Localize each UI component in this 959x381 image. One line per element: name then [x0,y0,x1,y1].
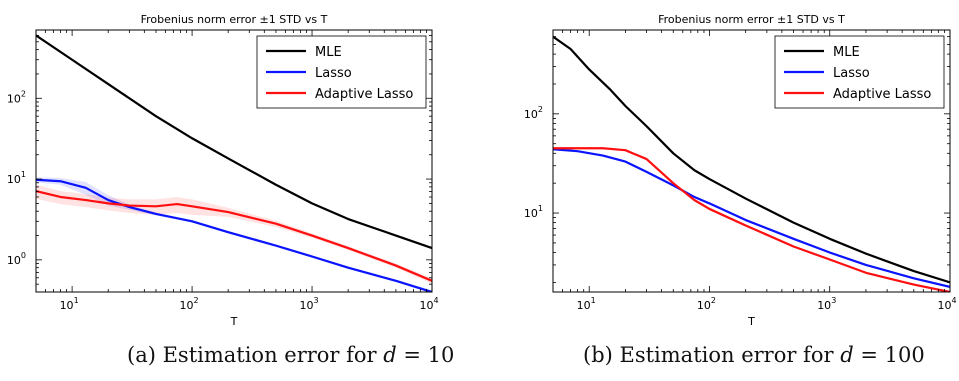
y-tick-exponent: 0 [21,251,26,260]
chart-2: Frobenius norm error ±1 STD vs T 101 102 10… [524,13,957,328]
x-tick-label: 102 [180,296,199,312]
y-tick-label: 101 [7,170,26,186]
x-tick-exponent: 1 [74,296,79,305]
legend-label: Lasso [833,66,870,81]
legend-label: Adaptive Lasso [833,87,931,102]
chart-title: Frobenius norm error ±1 STD vs T [141,13,328,26]
caption-b-text: (b) Estimation error for [583,343,841,367]
series-line-lasso [36,178,432,292]
y-tick-label: 100 [7,251,26,267]
y-tick-exponent: 1 [538,204,543,213]
caption-a-text: (a) Estimation error for [127,343,384,367]
y-tick-label: 102 [7,89,26,105]
x-tick-exponent: 3 [831,296,836,305]
x-tick-label: 104 [419,296,438,312]
legend-label: Adaptive Lasso [315,87,413,102]
x-tick-exponent: 2 [194,296,199,305]
ticks [552,29,951,292]
ticks [35,29,433,293]
series-line-adaptive-lasso [36,190,432,282]
x-axis-label: T [230,315,238,328]
series-line-lasso [553,148,950,288]
band-lasso [36,177,432,292]
x-tick-label: 102 [697,296,716,312]
x-tick-exponent: 1 [591,296,596,305]
x-tick-label: 103 [299,296,318,312]
legend-label: Lasso [315,66,352,81]
caption-a-rest: = 10 [396,343,455,367]
legend-label: MLE [315,45,342,60]
caption-b-var: d [840,343,854,367]
plot-frame [35,29,433,293]
plot-area [36,34,432,292]
x-tick-label: 101 [60,296,79,312]
plot-area [553,35,950,292]
x-tick-exponent: 3 [313,296,318,305]
caption-a: (a) Estimation error for d = 10 [127,343,454,367]
caption-b-rest: = 100 [853,343,925,367]
caption-b: (b) Estimation error for d = 100 [583,343,925,367]
legend: MLE Lasso Adaptive Lasso [774,35,945,109]
series-line-mle [36,34,432,250]
y-tick-label: 101 [524,204,543,220]
x-tick-exponent: 4 [951,296,956,305]
y-tick-exponent: 2 [21,89,26,98]
y-tick-exponent: 2 [538,105,543,114]
x-tick-label: 103 [817,296,836,312]
legend-label: MLE [833,45,860,60]
x-tick-label: 104 [937,296,956,312]
caption-a-var: d [383,343,397,367]
x-tick-exponent: 4 [433,296,438,305]
y-tick-label: 102 [524,105,543,121]
plot-frame [552,29,951,293]
legend: MLE Lasso Adaptive Lasso [256,35,427,109]
x-tick-label: 101 [577,296,596,312]
series-line-adaptive-lasso [553,147,950,292]
chart-title: Frobenius norm error ±1 STD vs T [658,13,845,26]
x-tick-exponent: 2 [711,296,716,305]
y-tick-exponent: 1 [21,170,26,179]
series-line-mle [553,35,950,284]
x-axis-label: T [747,315,755,328]
